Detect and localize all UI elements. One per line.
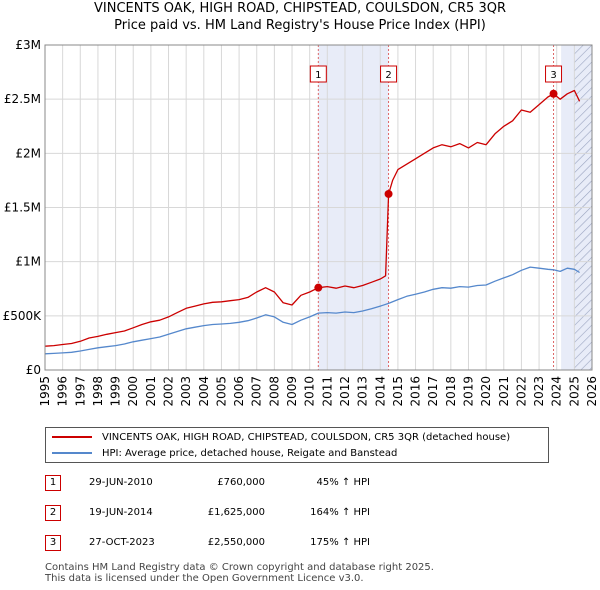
x-tick-label: 1996 (56, 376, 70, 407)
sale-label-text: 2 (385, 70, 391, 81)
sale-point (314, 283, 323, 292)
sale-label-box (380, 65, 398, 83)
transaction-row-2: 2 19-JUN-2014 £1,625,000 164% ↑ HPI (45, 505, 465, 523)
transaction-date: 29-JUN-2010 (89, 477, 153, 488)
x-tick-label: 2010 (303, 376, 317, 407)
x-tick-label: 2011 (320, 376, 334, 407)
x-tick-label: 2018 (444, 376, 458, 407)
legend-swatch-property (52, 436, 92, 438)
transaction-hpi: 175% ↑ HPI (310, 537, 370, 548)
x-tick-label: 2024 (550, 376, 564, 407)
sale-label-box (545, 65, 563, 83)
x-tick-label: 1997 (73, 376, 87, 407)
x-tick-label: 2016 (409, 376, 423, 407)
footer-copyright: Contains HM Land Registry data © Crown c… (45, 562, 434, 573)
chart-subtitle: Price paid vs. HM Land Registry's House … (114, 18, 486, 33)
legend-entry-hpi: HPI: Average price, detached house, Reig… (52, 446, 397, 460)
x-tick-label: 2025 (567, 376, 581, 407)
transaction-number: 1 (45, 475, 61, 491)
x-tick-label: 2017 (426, 376, 440, 407)
x-tick-label: 2006 (232, 376, 246, 407)
x-tick-label: 2012 (338, 376, 352, 407)
y-tick-label: £3M (15, 38, 41, 52)
x-tick-label: 2019 (461, 376, 475, 407)
transaction-price: £760,000 (217, 477, 265, 488)
x-tick-label: 2003 (179, 376, 193, 407)
x-tick-label: 2008 (267, 376, 281, 407)
x-tick-label: 2021 (497, 376, 511, 407)
legend-label-hpi: HPI: Average price, detached house, Reig… (102, 447, 398, 459)
x-tick-label: 2026 (585, 376, 599, 407)
sale-point (549, 89, 558, 98)
x-tick-label: 1998 (91, 376, 105, 407)
legend-swatch-hpi (52, 452, 92, 454)
x-tick-label: 2002 (162, 376, 176, 407)
y-tick-label: £1M (15, 255, 41, 269)
x-tick-label: 1995 (38, 376, 52, 407)
footer: Contains HM Land Registry data © Crown c… (45, 562, 434, 584)
legend: VINCENTS OAK, HIGH ROAD, CHIPSTEAD, COUL… (45, 427, 549, 463)
legend-entry-property: VINCENTS OAK, HIGH ROAD, CHIPSTEAD, COUL… (52, 430, 510, 444)
x-tick-label: 2005 (214, 376, 228, 407)
x-tick-label: 2009 (285, 376, 299, 407)
sale-label-text: 3 (550, 70, 556, 81)
legend-label-property: VINCENTS OAK, HIGH ROAD, CHIPSTEAD, COUL… (102, 431, 511, 443)
y-tick-label: £2.5M (4, 92, 41, 106)
transaction-price: £2,550,000 (207, 537, 265, 548)
transaction-row-3: 3 27-OCT-2023 £2,550,000 175% ↑ HPI (45, 535, 465, 553)
hpi-line (44, 266, 580, 355)
price-chart: £0 £500K £1M £1.5M £2M £2.5M £3M 1995 1996 1997 19… (3, 38, 599, 407)
x-tick-label: 2007 (250, 376, 264, 407)
transaction-date: 27-OCT-2023 (89, 537, 155, 548)
transaction-number: 2 (45, 505, 61, 521)
transaction-price: £1,625,000 (207, 507, 265, 518)
x-tick-label: 2001 (144, 376, 158, 407)
transaction-row-1: 1 29-JUN-2010 £760,000 45% ↑ HPI (45, 475, 465, 493)
sale-point (384, 189, 393, 198)
transaction-hpi: 45% ↑ HPI (316, 477, 370, 488)
y-tick-label: £0 (26, 363, 41, 377)
y-tick-label: £500K (3, 309, 43, 323)
sale-label-text: 1 (315, 70, 321, 81)
x-tick-label: 2020 (479, 376, 493, 407)
x-tick-label: 2004 (197, 376, 211, 407)
chart-title: VINCENTS OAK, HIGH ROAD, CHIPSTEAD, COUL… (94, 1, 506, 16)
footer-licence: This data is licensed under the Open Gov… (45, 573, 364, 584)
x-tick-label: 2022 (514, 376, 528, 407)
property-price-line (44, 89, 581, 347)
transaction-date: 19-JUN-2014 (89, 507, 153, 518)
x-tick-label: 2000 (126, 376, 140, 407)
sale-label-box (309, 65, 327, 83)
x-tick-label: 2023 (532, 376, 546, 407)
x-tick-label: 2015 (391, 376, 405, 407)
x-tick-label: 1999 (109, 376, 123, 407)
x-tick-label: 2013 (356, 376, 370, 407)
x-tick-label: 2014 (373, 376, 387, 407)
y-tick-label: £2M (15, 146, 41, 160)
plot-frame (44, 44, 593, 371)
y-tick-label: £1.5M (4, 201, 41, 215)
transaction-hpi: 164% ↑ HPI (310, 507, 370, 518)
transaction-number: 3 (45, 535, 61, 551)
